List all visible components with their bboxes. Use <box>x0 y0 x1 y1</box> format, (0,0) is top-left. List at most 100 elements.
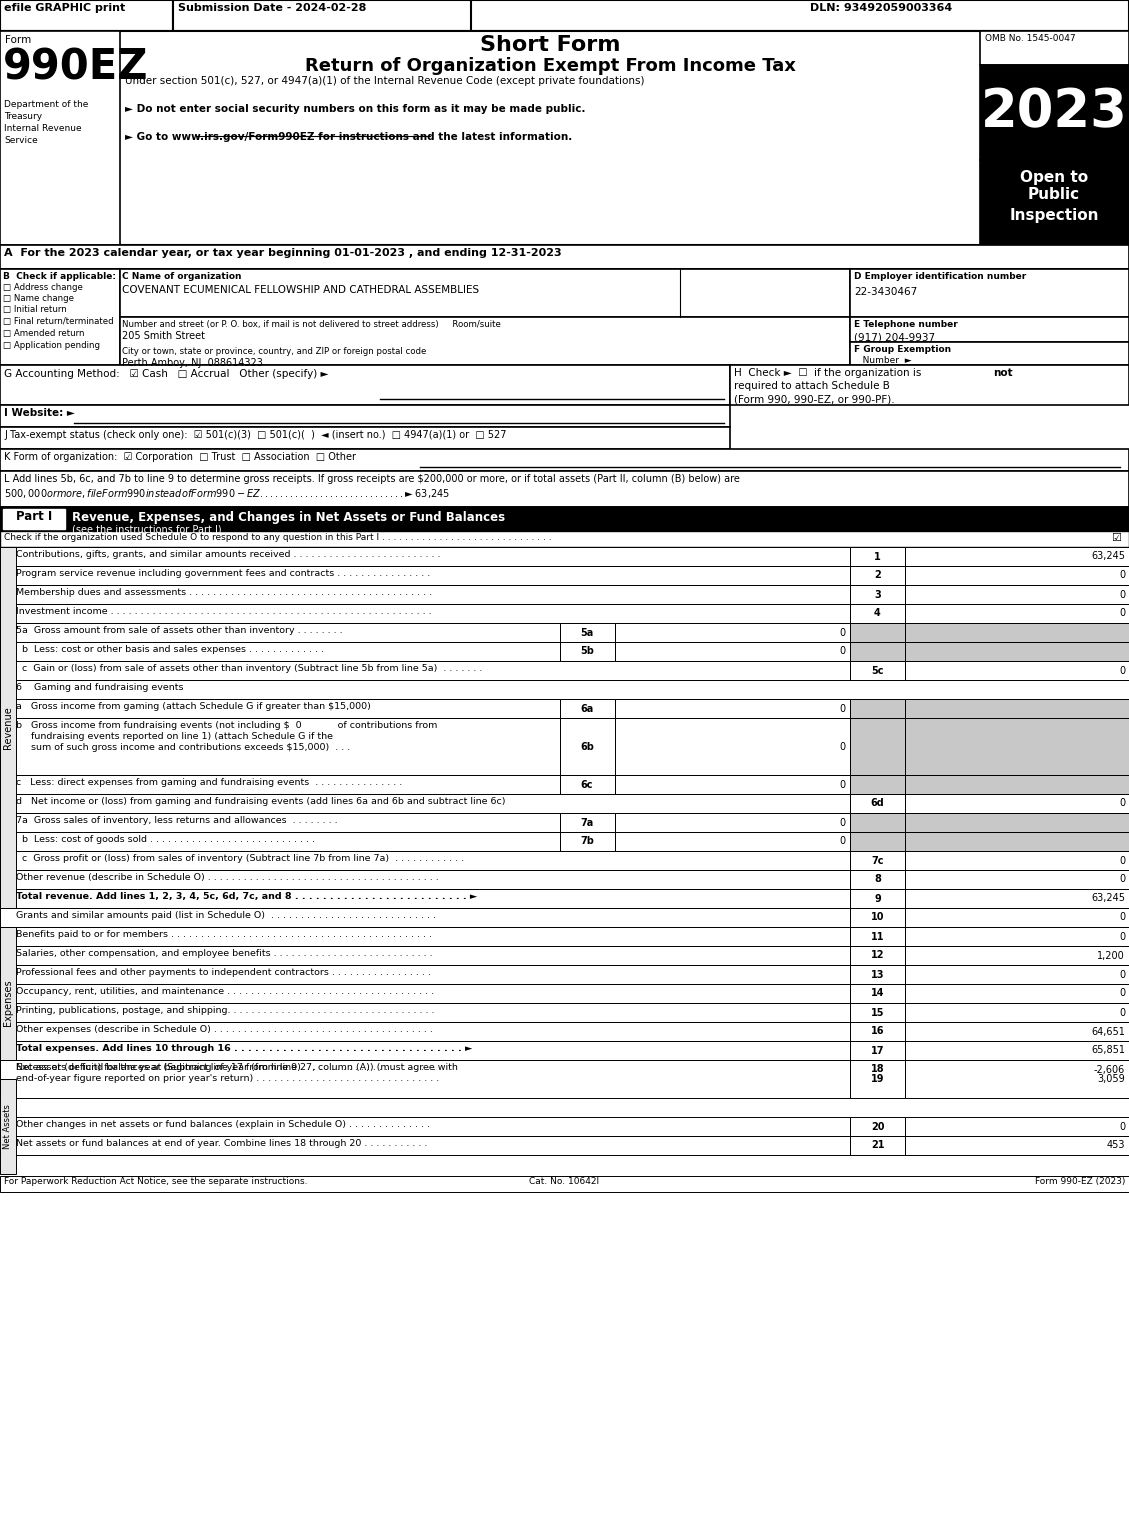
Text: □ Amended return: □ Amended return <box>3 329 85 339</box>
Bar <box>905 660 1129 680</box>
Text: Under section 501(c), 527, or 4947(a)(1) of the Internal Revenue Code (except pr: Under section 501(c), 527, or 4947(a)(1)… <box>125 76 645 85</box>
Text: 0: 0 <box>1119 932 1124 941</box>
Text: 6b: 6b <box>580 741 594 752</box>
Text: not: not <box>994 368 1013 378</box>
Bar <box>905 718 1129 775</box>
Bar <box>905 547 1129 566</box>
Text: Net Assets: Net Assets <box>3 1104 12 1148</box>
Bar <box>0 718 560 775</box>
Text: B  Check if applicable:: B Check if applicable: <box>3 271 116 281</box>
Text: Revenue: Revenue <box>3 706 14 749</box>
Text: □ Name change: □ Name change <box>3 294 75 303</box>
Text: 5c: 5c <box>872 665 884 676</box>
Bar <box>850 586 905 604</box>
Bar <box>3 509 65 529</box>
Bar <box>850 1116 905 1136</box>
Bar <box>0 471 1129 506</box>
Bar <box>905 833 1129 851</box>
Text: 63,245: 63,245 <box>1091 552 1124 561</box>
Text: 205 Smith Street: 205 Smith Street <box>122 331 205 342</box>
Text: 1,200: 1,200 <box>1097 950 1124 961</box>
Bar <box>615 775 850 795</box>
Text: L Add lines 5b, 6c, and 7b to line 9 to determine gross receipts. If gross recei: L Add lines 5b, 6c, and 7b to line 9 to … <box>5 474 739 483</box>
Text: Department of the: Department of the <box>5 101 88 108</box>
Bar <box>0 965 850 984</box>
Bar <box>120 268 850 317</box>
Bar <box>905 566 1129 586</box>
Text: ► Do not enter social security numbers on this form as it may be made public.: ► Do not enter social security numbers o… <box>125 104 586 114</box>
Bar <box>0 30 1129 246</box>
Bar <box>850 268 1129 317</box>
Text: Net assets or fund balances at beginning of year (from line 27, column (A)) (mus: Net assets or fund balances at beginning… <box>16 1063 458 1072</box>
Bar <box>850 775 905 795</box>
Text: Public: Public <box>1027 188 1080 201</box>
Bar <box>0 813 560 833</box>
Bar <box>0 775 560 795</box>
Bar <box>615 813 850 833</box>
Text: 0: 0 <box>839 779 844 790</box>
Bar <box>905 965 1129 984</box>
Text: Expenses: Expenses <box>3 979 14 1026</box>
Bar <box>0 833 560 851</box>
Text: D Employer identification number: D Employer identification number <box>854 271 1026 281</box>
Bar <box>850 698 905 718</box>
Bar <box>615 833 850 851</box>
Text: Professional fees and other payments to independent contractors . . . . . . . . : Professional fees and other payments to … <box>16 968 431 978</box>
Text: City or town, state or province, country, and ZIP or foreign postal code: City or town, state or province, country… <box>122 348 427 355</box>
Bar <box>850 342 1129 364</box>
Text: 15: 15 <box>870 1008 884 1017</box>
Bar <box>905 869 1129 889</box>
Bar <box>0 927 16 1080</box>
Text: 5a: 5a <box>580 627 594 637</box>
Text: 0: 0 <box>1119 874 1124 884</box>
Bar <box>173 0 471 30</box>
Bar <box>850 604 905 624</box>
Text: 8: 8 <box>874 874 881 884</box>
Text: Perth Amboy, NJ  088614323: Perth Amboy, NJ 088614323 <box>122 358 263 368</box>
Text: 6d: 6d <box>870 799 884 808</box>
Text: 6    Gaming and fundraising events: 6 Gaming and fundraising events <box>16 683 184 692</box>
Text: 5a  Gross amount from sale of assets other than inventory . . . . . . . .: 5a Gross amount from sale of assets othe… <box>16 625 342 634</box>
Text: 4: 4 <box>874 608 881 619</box>
Text: 7c: 7c <box>872 856 884 866</box>
Text: Number  ►: Number ► <box>854 355 911 364</box>
Text: 17: 17 <box>870 1046 884 1055</box>
Text: K Form of organization:  ☑ Corporation  □ Trust  □ Association  □ Other: K Form of organization: ☑ Corporation □ … <box>5 451 356 462</box>
Bar <box>905 1060 1129 1098</box>
Text: Return of Organization Exempt From Income Tax: Return of Organization Exempt From Incom… <box>305 56 796 75</box>
Text: H  Check ►  ☐  if the organization is: H Check ► ☐ if the organization is <box>734 368 925 378</box>
Bar <box>0 889 850 907</box>
Text: □ Initial return: □ Initial return <box>3 305 67 314</box>
Text: 0: 0 <box>1119 590 1124 599</box>
Bar <box>905 642 1129 660</box>
Bar <box>850 927 905 946</box>
Bar <box>0 406 730 427</box>
Text: d   Net income or (loss) from gaming and fundraising events (add lines 6a and 6b: d Net income or (loss) from gaming and f… <box>16 798 506 807</box>
Bar <box>560 718 615 775</box>
Bar <box>850 889 905 907</box>
Text: 453: 453 <box>1106 1141 1124 1150</box>
Text: 11: 11 <box>870 932 884 941</box>
Text: Check if the organization used Schedule O to respond to any question in this Par: Check if the organization used Schedule … <box>5 534 552 541</box>
Bar <box>850 1060 905 1080</box>
Text: Inspection: Inspection <box>1009 207 1099 223</box>
Bar <box>850 907 905 927</box>
Bar <box>560 833 615 851</box>
Bar <box>905 907 1129 927</box>
Bar <box>980 30 1129 66</box>
Text: (see the instructions for Part I): (see the instructions for Part I) <box>72 525 221 534</box>
Text: Cat. No. 10642I: Cat. No. 10642I <box>530 1177 599 1186</box>
Bar <box>0 30 120 246</box>
Text: Total expenses. Add lines 10 through 16 . . . . . . . . . . . . . . . . . . . . : Total expenses. Add lines 10 through 16 … <box>16 1045 472 1052</box>
Bar <box>0 427 730 448</box>
Text: fundraising events reported on line 1) (attach Schedule G if the: fundraising events reported on line 1) (… <box>16 732 333 741</box>
Text: F Group Exemption: F Group Exemption <box>854 345 951 354</box>
Text: 0: 0 <box>839 647 844 656</box>
Bar <box>0 795 850 813</box>
Text: 5b: 5b <box>580 647 594 656</box>
Text: Excess or (deficit) for the year (Subtract line 17 from line 9)  . . . . . . . .: Excess or (deficit) for the year (Subtra… <box>16 1063 436 1072</box>
Bar <box>905 1116 1129 1136</box>
Text: □ Application pending: □ Application pending <box>3 342 100 351</box>
Text: 20: 20 <box>870 1121 884 1132</box>
Bar <box>0 566 850 586</box>
